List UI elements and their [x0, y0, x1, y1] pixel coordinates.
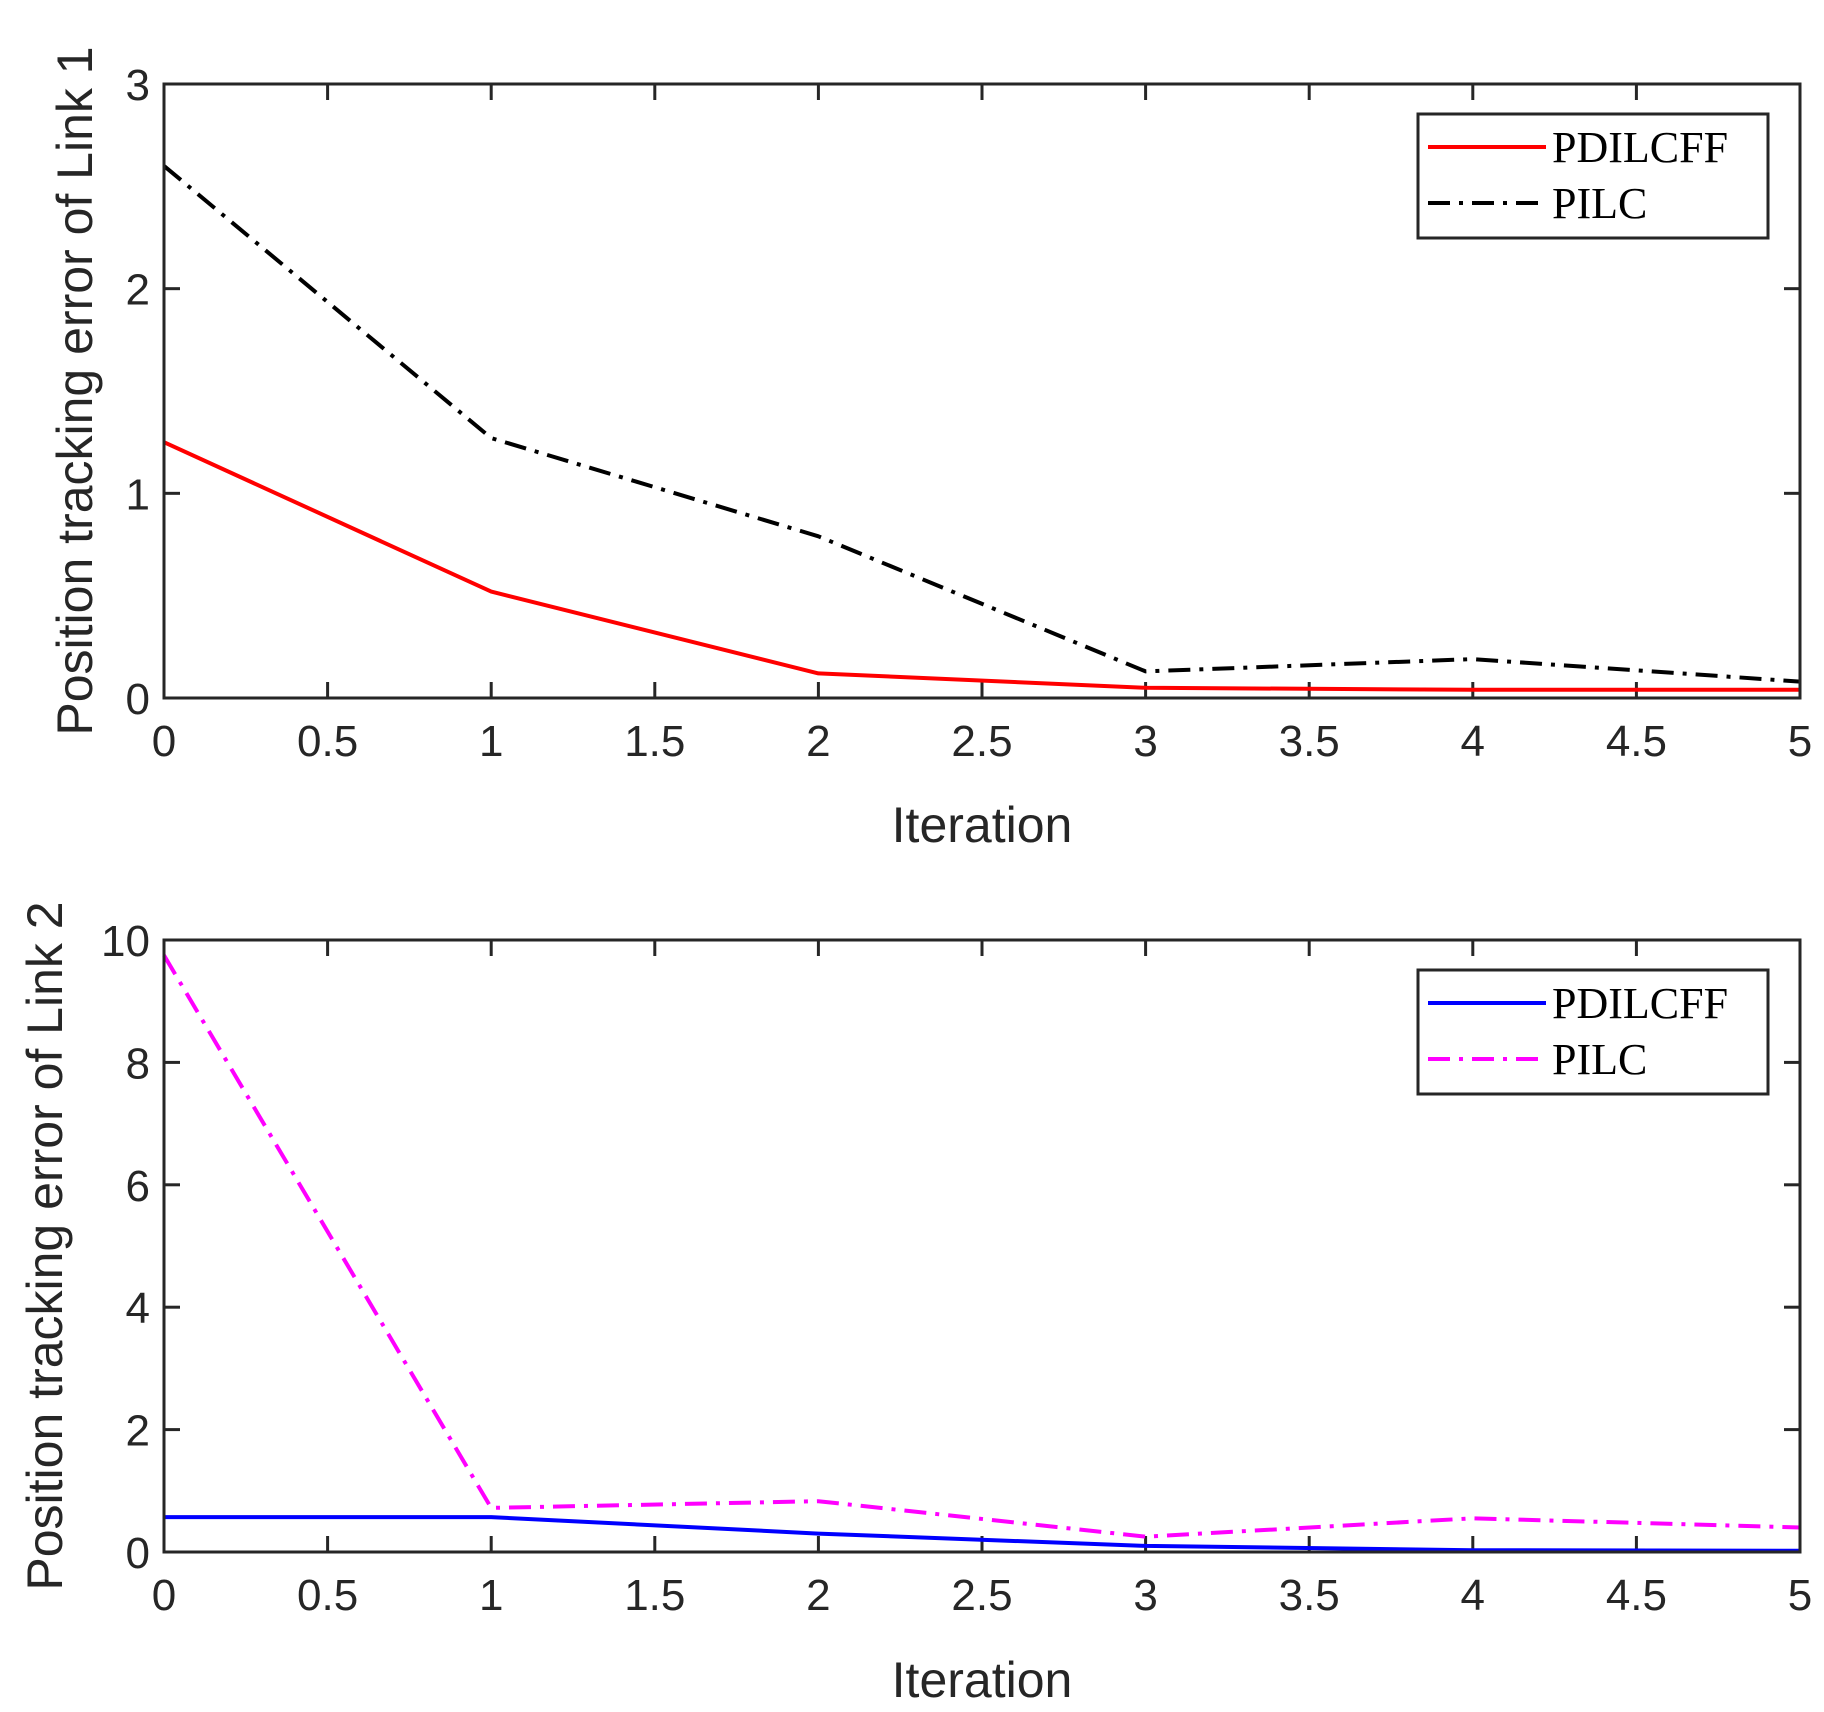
x-tick-label: 0.5 [297, 717, 358, 766]
legend-label-pilc: PILC [1552, 179, 1647, 228]
x-tick-label: 4.5 [1606, 1571, 1667, 1620]
x-tick-label: 2.5 [951, 717, 1012, 766]
legend: PDILCFF PILC [1416, 112, 1770, 240]
y-tick-label: 4 [126, 1284, 150, 1333]
y-tick-label: 8 [126, 1039, 150, 1088]
x-tick-labels: 0 0.5 1 1.5 2 2.5 3 3.5 4 4.5 5 [152, 1571, 1812, 1620]
y-axis-label: Position tracking error of Link 1 [47, 46, 103, 735]
x-tick-label: 1 [479, 717, 503, 766]
series-line-pilc [162, 954, 1801, 1539]
y-tick-labels: 0 2 4 6 8 10 [101, 917, 150, 1578]
x-tick-label: 5 [1788, 717, 1812, 766]
chart-link-1: 0 0.5 1 1.5 2 2.5 3 3.5 4 4.5 5 0 1 2 3 Iteration Pos… [47, 46, 1812, 853]
y-tick-label: 1 [126, 470, 150, 519]
x-tick-label: 4.5 [1606, 717, 1667, 766]
series-line-pdilcff [163, 440, 1800, 692]
x-axis-label: Iteration [892, 797, 1073, 853]
x-tick-label: 0 [152, 717, 176, 766]
x-axis-label: Iteration [892, 1652, 1073, 1708]
legend-box [1416, 968, 1770, 1096]
y-tick-label: 2 [126, 266, 150, 315]
x-tick-label: 2.5 [951, 1571, 1012, 1620]
y-tick-labels: 0 1 2 3 [126, 61, 150, 724]
legend-label-pdilcff: PDILCFF [1552, 123, 1728, 172]
x-tick-label: 1.5 [624, 717, 685, 766]
legend-label-pdilcff: PDILCFF [1552, 979, 1728, 1028]
y-tick-label: 6 [126, 1162, 150, 1211]
x-tick-label: 0.5 [297, 1571, 358, 1620]
y-tick-label: 10 [101, 917, 150, 966]
series-line-pdilcff [164, 1515, 1801, 1553]
x-tick-label: 4 [1461, 717, 1485, 766]
y-axis-label: Position tracking error of Link 2 [17, 901, 73, 1590]
x-tick-label: 2 [806, 1571, 830, 1620]
x-tick-label: 0 [152, 1571, 176, 1620]
y-tick-label: 2 [126, 1407, 150, 1456]
series-layer [162, 954, 1801, 1553]
plot-border [162, 938, 1802, 1554]
legend-label-pilc: PILC [1552, 1035, 1647, 1084]
x-tick-label: 3 [1133, 717, 1157, 766]
series-line-pilc [162, 164, 1801, 684]
x-tick-label: 3.5 [1279, 717, 1340, 766]
x-tick-label: 2 [806, 717, 830, 766]
plot-border [162, 82, 1802, 700]
x-tick-label: 3.5 [1279, 1571, 1340, 1620]
y-tick-label: 0 [126, 1529, 150, 1578]
x-tick-label: 4 [1461, 1571, 1485, 1620]
x-tick-label: 1.5 [624, 1571, 685, 1620]
x-tick-labels: 0 0.5 1 1.5 2 2.5 3 3.5 4 4.5 5 [152, 717, 1812, 766]
y-tick-label: 3 [126, 61, 150, 110]
x-tick-label: 3 [1133, 1571, 1157, 1620]
x-tick-label: 5 [1788, 1571, 1812, 1620]
x-tick-label: 1 [479, 1571, 503, 1620]
series-layer [162, 164, 1801, 692]
legend: PDILCFF PILC [1416, 968, 1770, 1096]
legend-box [1416, 112, 1770, 240]
y-tick-label: 0 [126, 675, 150, 724]
